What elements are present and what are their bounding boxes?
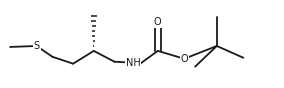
Text: NH: NH bbox=[126, 58, 141, 68]
Text: NH: NH bbox=[126, 58, 141, 68]
Text: O: O bbox=[154, 17, 162, 27]
Text: S: S bbox=[34, 41, 40, 51]
Text: S: S bbox=[34, 41, 40, 51]
Text: O: O bbox=[181, 54, 188, 64]
Text: O: O bbox=[154, 17, 162, 27]
Text: O: O bbox=[181, 54, 188, 64]
